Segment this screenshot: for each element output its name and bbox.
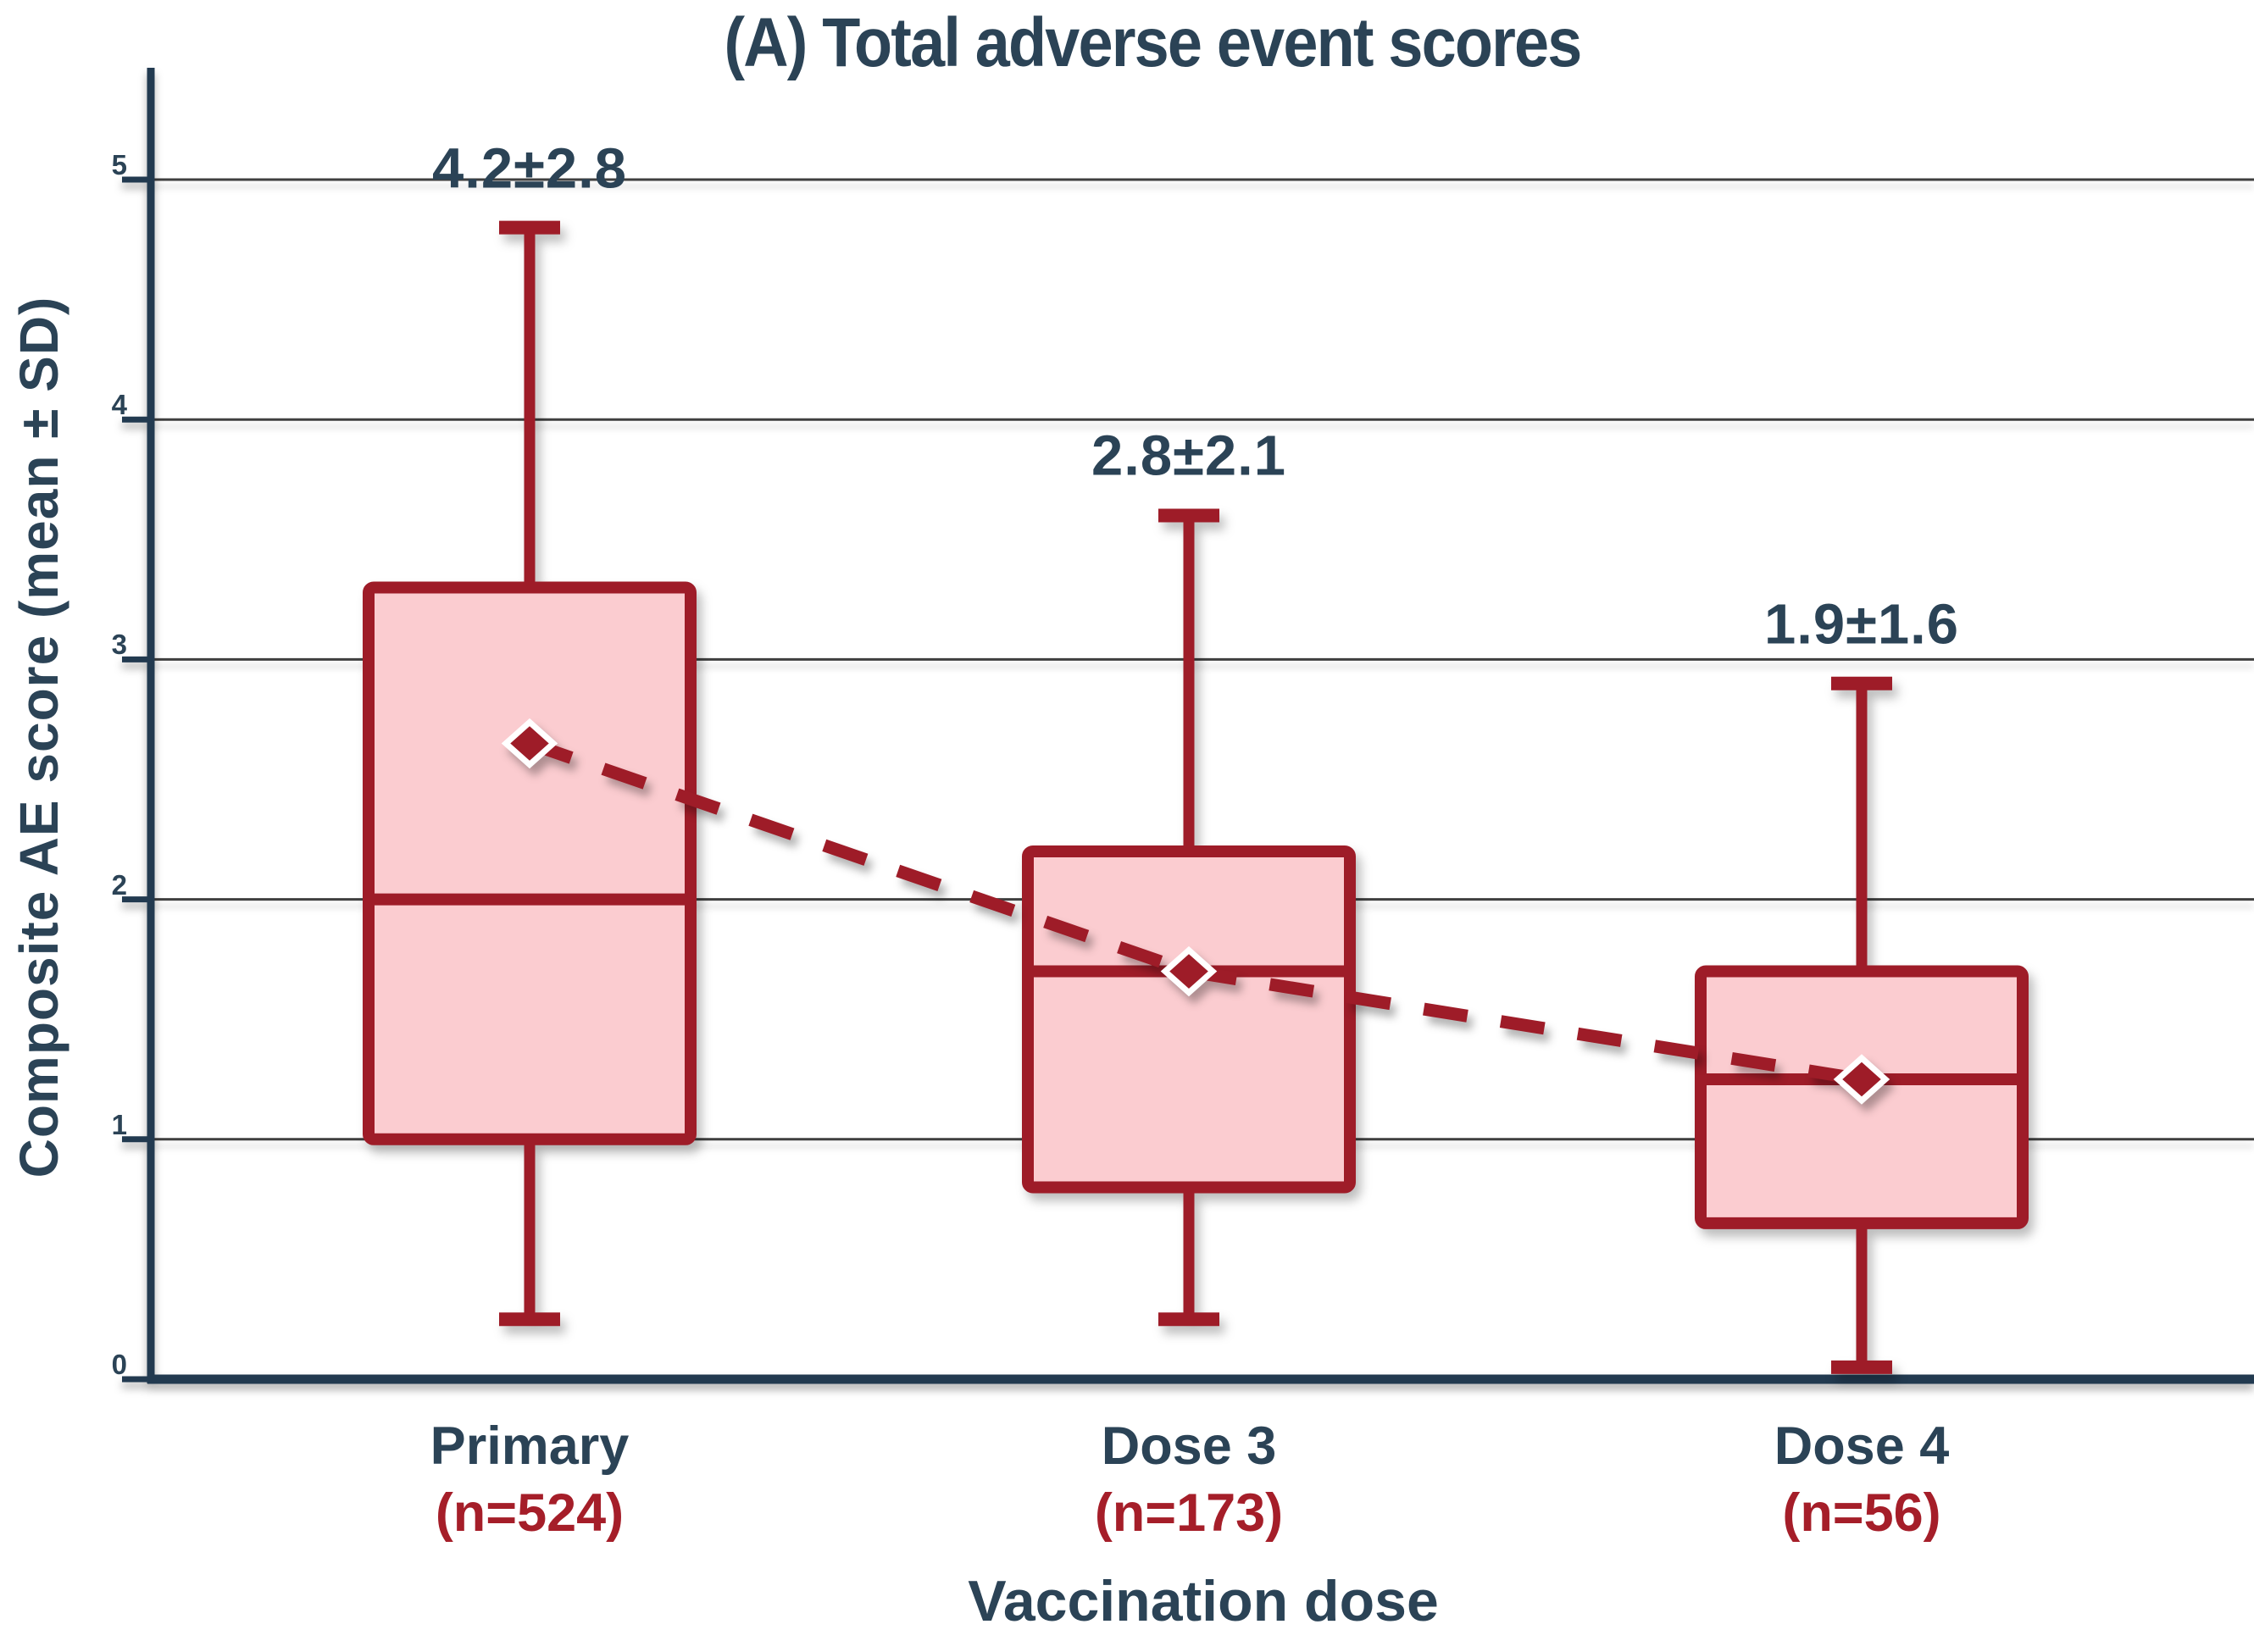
mean-diamond-0 [501,718,558,769]
mean-diamond-1 [1160,945,1218,997]
mean-sd-annotation-1: 2.8±2.1 [1091,424,1287,488]
y-tick-label-0: 0 [111,1349,127,1380]
y-tick-label-2: 2 [111,868,127,901]
category-name-0: Primary [430,1416,630,1476]
y-tick-label-4: 4 [111,389,127,421]
mean-diamond-2 [1833,1054,1890,1105]
mean-sd-annotation-0: 4.2±2.8 [431,136,628,201]
y-tick-label-5: 5 [111,149,127,180]
category-n-2: (n=56) [1782,1483,1941,1543]
x-axis-title: Vaccination dose [968,1569,1439,1633]
chart-title: (A) Total adverse event scores [724,4,1582,81]
category-label-2: Dose 4 (n=56) [1774,1413,1950,1547]
category-name-1: Dose 3 [1101,1416,1277,1476]
mean-sd-annotation-2: 1.9±1.6 [1763,592,1960,657]
category-n-0: (n=524) [435,1483,625,1543]
category-name-2: Dose 4 [1774,1416,1950,1476]
trend-line-group [501,718,1890,1105]
y-tick-label-1: 1 [111,1108,127,1140]
boxes [363,220,2029,1374]
box-0 [363,581,697,1145]
box-1 [1022,845,1356,1194]
y-tick-label-3: 3 [111,629,127,661]
category-label-0: Primary (n=524) [430,1413,630,1547]
y-axis-title: Composite AE score (mean ± SD) [8,296,69,1178]
category-n-1: (n=173) [1094,1483,1284,1543]
category-label-1: Dose 3 (n=173) [1095,1413,1283,1547]
axes [122,68,2254,1384]
